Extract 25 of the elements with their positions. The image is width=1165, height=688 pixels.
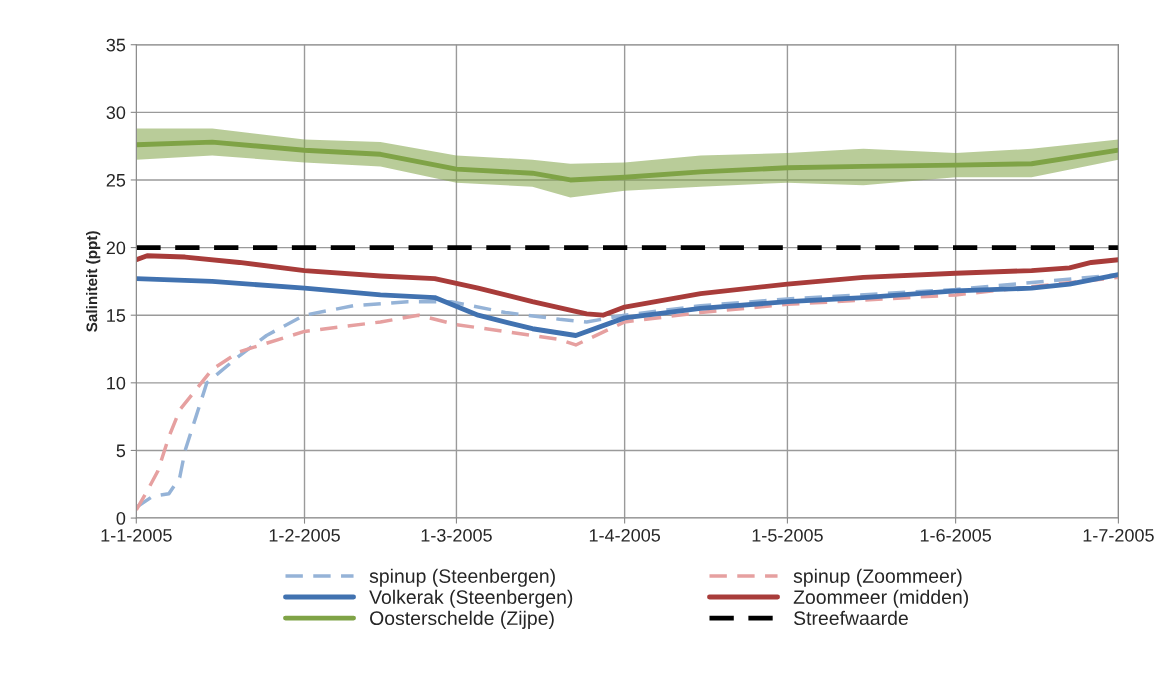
y-tick-label: 0 bbox=[116, 512, 126, 525]
x-tick-label: 1-2-2005 bbox=[269, 528, 340, 542]
y-tick-label: 5 bbox=[116, 444, 126, 458]
y-tick-label: 30 bbox=[106, 106, 126, 120]
x-tick-label: 1-7-2005 bbox=[1083, 528, 1154, 542]
legend-label: Streefwaarde bbox=[793, 610, 908, 626]
y-tick-label: 10 bbox=[107, 376, 126, 390]
y-tick-label: 35 bbox=[106, 38, 126, 52]
line-series bbox=[136, 139, 1119, 183]
legend-label: Volkerak (Steenbergen) bbox=[369, 589, 573, 608]
x-tick-label: 1-4-2005 bbox=[589, 528, 661, 542]
line-series bbox=[136, 253, 1119, 318]
x-tick-label: 1-3-2005 bbox=[421, 528, 492, 542]
line-series bbox=[136, 272, 1119, 338]
legend-label: Oosterschelde (Zijpe) bbox=[370, 610, 554, 629]
x-tick-label: 1-1-2005 bbox=[101, 528, 172, 542]
y-tick-label: 25 bbox=[106, 173, 126, 187]
legend-label: spinup (Zoommeer) bbox=[793, 568, 962, 587]
y-axis-title: Saliniteit (ppt) bbox=[86, 231, 101, 332]
y-tick-label: 20 bbox=[106, 241, 126, 255]
x-tick-label: 1-5-2005 bbox=[752, 528, 823, 542]
legend-label: spinup (Steenbergen) bbox=[369, 568, 555, 587]
y-tick-label: 15 bbox=[107, 309, 126, 322]
legend-label: Zoommeer (midden) bbox=[793, 589, 969, 608]
x-tick-label: 1-6-2005 bbox=[920, 528, 992, 542]
